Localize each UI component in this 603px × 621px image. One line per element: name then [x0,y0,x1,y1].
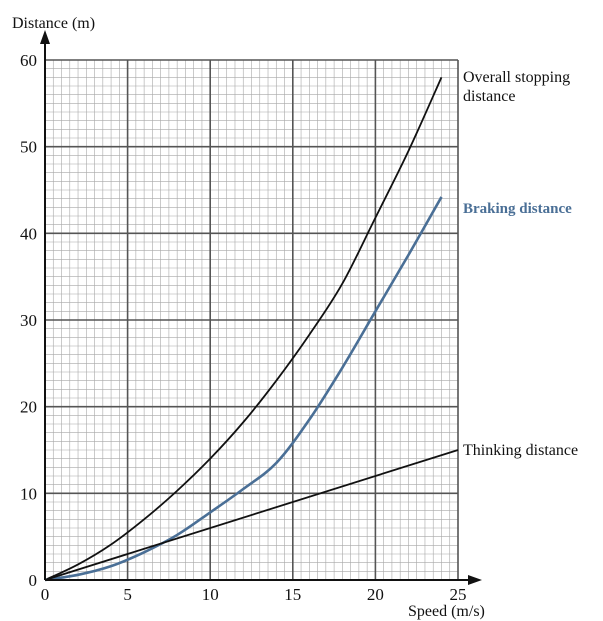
y-tick-label: 50 [20,138,37,157]
series-label-thinking: Thinking distance [463,442,578,459]
y-tick-label: 20 [20,398,37,417]
x-axis-title: Speed (m/s) [408,603,485,620]
y-tick-label: 60 [20,51,37,70]
axes [40,30,482,585]
series-label-overall-line-2: distance [463,88,515,105]
series-line-thinking [44,449,459,581]
series-line-overall-stopping [44,76,443,581]
x-axis-arrow-icon [468,575,482,585]
series-line-braking [44,196,443,582]
y-tick-label: 40 [20,224,37,243]
y-tick-label: 10 [20,484,37,503]
series-label-braking: Braking distance [463,201,572,217]
y-axis-title: Distance (m) [12,15,95,32]
series-lines [44,76,459,582]
series-label-overall-line-1: Overall stopping [463,69,570,86]
x-tick-label: 10 [202,585,219,604]
x-tick-label: 20 [367,585,384,604]
x-tick-label: 25 [450,585,467,604]
y-axis-arrow-icon [40,30,50,44]
x-tick-label: 15 [284,585,301,604]
y-tick-label: 0 [29,571,38,590]
x-tick-label: 5 [123,585,132,604]
y-tick-label: 30 [20,311,37,330]
x-tick-label: 0 [41,585,50,604]
tick-labels: 0 5 10 15 20 25 0 10 20 30 40 50 60 [20,51,467,604]
